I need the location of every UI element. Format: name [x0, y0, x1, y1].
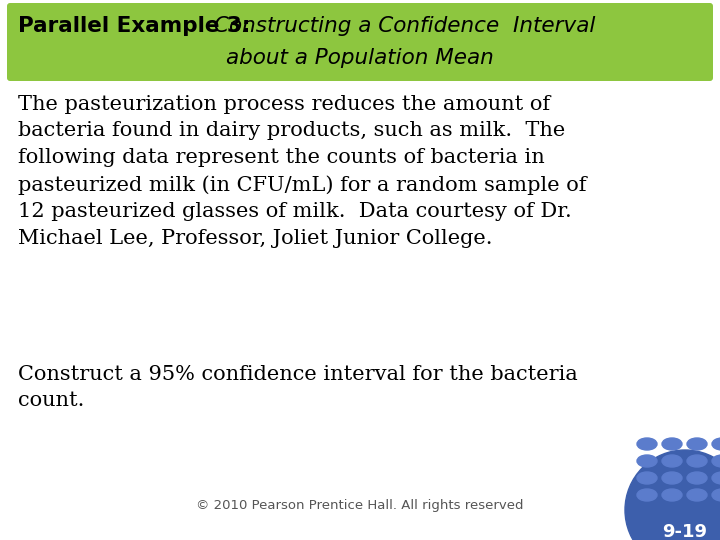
- Text: Construct a 95% confidence interval for the bacteria
count.: Construct a 95% confidence interval for …: [18, 365, 577, 410]
- Circle shape: [625, 450, 720, 540]
- Text: Constructing a Confidence  Interval: Constructing a Confidence Interval: [214, 16, 595, 36]
- Ellipse shape: [637, 438, 657, 450]
- Ellipse shape: [637, 472, 657, 484]
- Ellipse shape: [712, 472, 720, 484]
- Text: Parallel Example 3:: Parallel Example 3:: [18, 16, 266, 36]
- Ellipse shape: [662, 438, 682, 450]
- Ellipse shape: [712, 455, 720, 467]
- Ellipse shape: [687, 489, 707, 501]
- FancyBboxPatch shape: [7, 3, 713, 81]
- Ellipse shape: [687, 455, 707, 467]
- Ellipse shape: [662, 455, 682, 467]
- Text: about a Population Mean: about a Population Mean: [226, 48, 494, 68]
- Ellipse shape: [712, 438, 720, 450]
- Ellipse shape: [687, 472, 707, 484]
- Text: 9-19: 9-19: [662, 523, 708, 540]
- Ellipse shape: [712, 489, 720, 501]
- Ellipse shape: [637, 455, 657, 467]
- Ellipse shape: [662, 472, 682, 484]
- Ellipse shape: [662, 489, 682, 501]
- Text: The pasteurization process reduces the amount of
bacteria found in dairy product: The pasteurization process reduces the a…: [18, 95, 587, 247]
- Ellipse shape: [637, 489, 657, 501]
- Text: © 2010 Pearson Prentice Hall. All rights reserved: © 2010 Pearson Prentice Hall. All rights…: [197, 499, 523, 512]
- Ellipse shape: [687, 438, 707, 450]
